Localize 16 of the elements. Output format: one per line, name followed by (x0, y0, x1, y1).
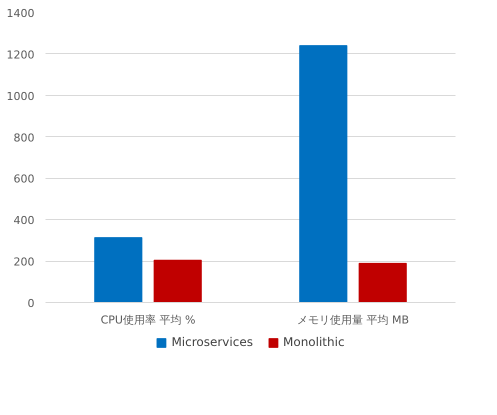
x-tick-label: メモリ使用量 平均 MB (296, 314, 410, 326)
y-tick-label: 1400 (6, 7, 35, 20)
y-tick-label: 0 (28, 297, 34, 310)
bar (299, 45, 348, 302)
x-tick-label: CPU使用率 平均 % (100, 314, 196, 326)
y-tick-label: 1000 (6, 90, 35, 103)
y-tick-label: 800 (14, 131, 35, 144)
bar (358, 262, 407, 302)
bar (94, 237, 142, 302)
y-tick-label: 600 (14, 172, 35, 186)
y-tick-label: 200 (14, 256, 35, 269)
y-tick-label: 400 (14, 214, 35, 228)
y-tick-label: 1200 (6, 48, 35, 62)
bar (154, 260, 202, 302)
legend-label: Microservices (171, 335, 253, 349)
legend-label: Monolithic (282, 335, 345, 349)
